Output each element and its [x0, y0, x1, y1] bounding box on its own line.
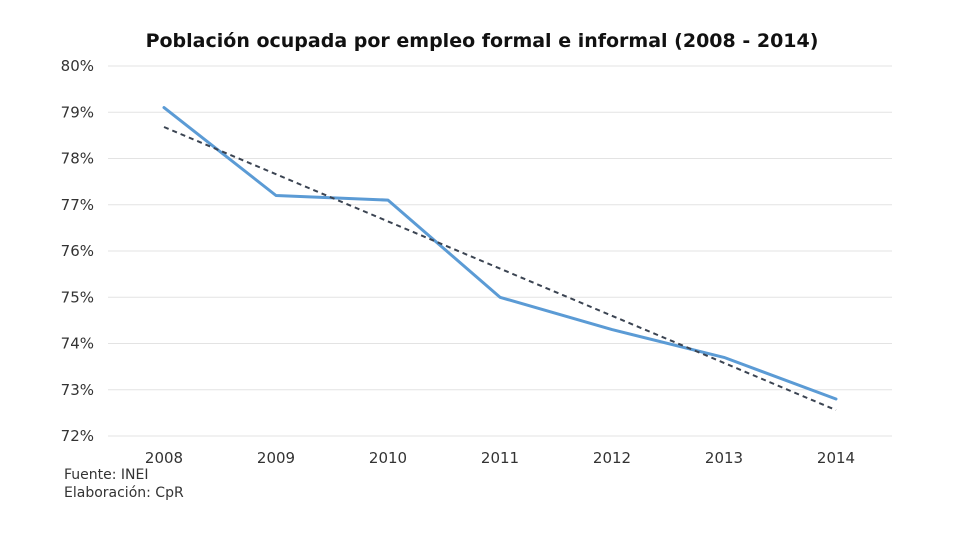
- y-axis: 72% 73% 74% 75% 76% 77% 78% 79% 80%: [61, 57, 94, 445]
- y-tick-label: 79%: [61, 103, 94, 121]
- chart-title: Población ocupada por empleo formal e in…: [146, 30, 819, 52]
- x-tick-label: 2012: [593, 449, 631, 467]
- y-tick-label: 74%: [61, 335, 94, 353]
- y-tick-label: 73%: [61, 381, 94, 399]
- y-tick-label: 75%: [61, 288, 94, 306]
- trendline: [163, 126, 837, 412]
- plot-area: [162, 106, 838, 412]
- x-tick-label: 2009: [257, 449, 295, 467]
- x-tick-label: 2011: [481, 449, 519, 467]
- credit-note: Elaboración: CpR: [64, 485, 184, 501]
- y-tick-label: 72%: [61, 427, 94, 445]
- y-tick-label: 78%: [61, 150, 94, 168]
- y-tick-label: 80%: [61, 57, 94, 75]
- source-note: Fuente: INEI: [64, 467, 149, 483]
- y-tick-label: 77%: [61, 196, 94, 214]
- y-tick-label: 76%: [61, 242, 94, 260]
- x-tick-label: 2010: [369, 449, 407, 467]
- gridlines: [108, 65, 892, 437]
- series-line: [162, 106, 838, 401]
- x-tick-label: 2008: [145, 449, 183, 467]
- x-tick-label: 2013: [705, 449, 743, 467]
- x-tick-label: 2014: [817, 449, 855, 467]
- x-axis: 2008 2009 2010 2011 2012 2013 2014: [145, 449, 855, 467]
